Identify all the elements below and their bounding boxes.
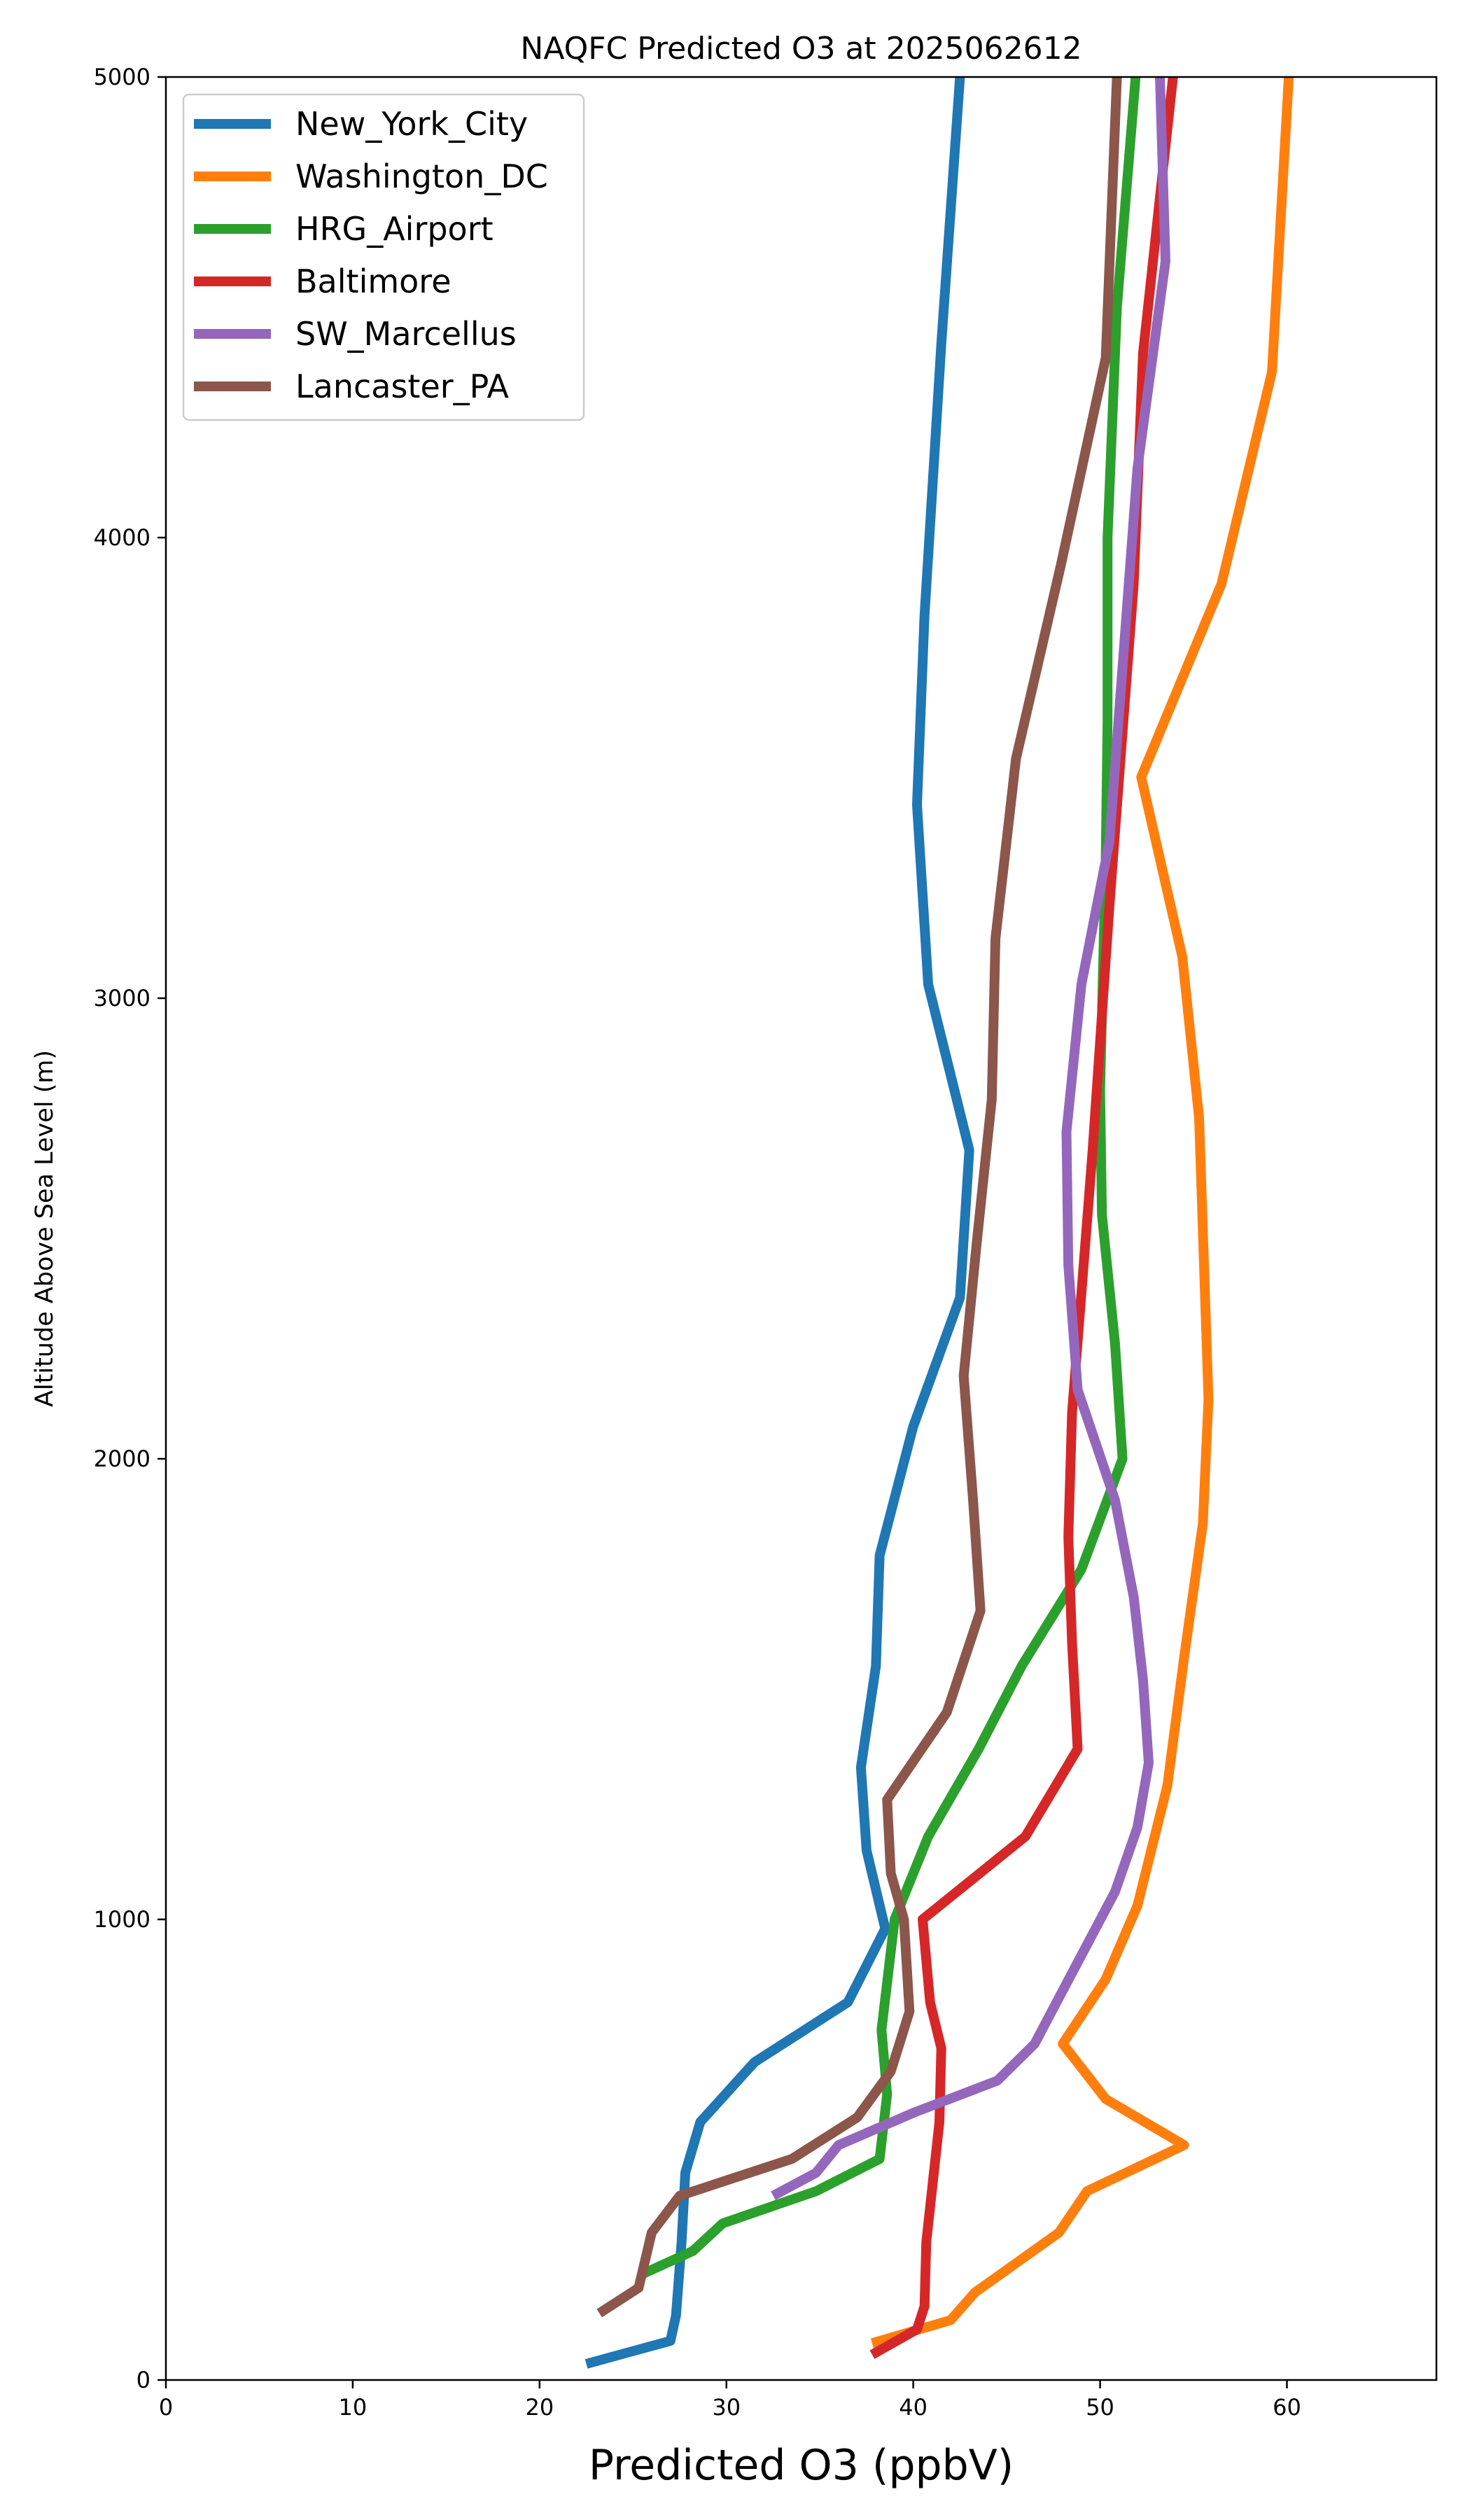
chart-title: NAQFC Predicted O3 at 2025062612 xyxy=(520,31,1082,66)
x-axis-title: Predicted O3 (ppbV) xyxy=(589,2441,1014,2490)
legend-label-washington-dc: Washington_DC xyxy=(295,158,548,195)
y-tick-label: 2000 xyxy=(94,1446,150,1472)
x-tick-label: 10 xyxy=(339,2394,368,2421)
y-axis: 0 1000 2000 3000 4000 5000 xyxy=(94,64,166,2393)
legend-label-baltimore: Baltimore xyxy=(295,262,451,300)
y-tick-label: 4000 xyxy=(94,524,150,551)
legend-label-hrg-airport: HRG_Airport xyxy=(295,210,493,248)
y-axis-title: Altitude Above Sea Level (m) xyxy=(31,1050,59,1407)
x-tick-label: 40 xyxy=(899,2394,927,2421)
x-tick-label: 60 xyxy=(1273,2394,1301,2421)
y-tick-label: 5000 xyxy=(94,64,150,90)
series-line-new-york-city xyxy=(584,76,974,2369)
x-tick-label: 50 xyxy=(1086,2394,1114,2421)
series-line-hrg-airport xyxy=(640,76,1141,2279)
legend-box xyxy=(182,93,585,421)
plot-area xyxy=(164,76,1438,2381)
y-tick-label: 1000 xyxy=(94,1906,150,1933)
x-axis: 0 10 20 30 40 50 60 xyxy=(159,2380,1301,2421)
legend-label-sw-marcellus: SW_Marcellus xyxy=(295,315,517,353)
x-tick-label: 20 xyxy=(525,2394,554,2421)
y-tick-label: 3000 xyxy=(94,985,150,1011)
legend: New_York_City Washington_DC HRG_Airport Bal… xyxy=(182,93,585,421)
plot-frame xyxy=(164,76,1438,2381)
series-line-baltimore xyxy=(869,76,1178,2359)
legend-label-lancaster-pa: Lancaster_PA xyxy=(295,368,509,405)
plot-background xyxy=(166,77,1436,2380)
y-tick-label: 0 xyxy=(136,2367,150,2393)
legend-label-new-york-city: New_York_City xyxy=(295,105,528,143)
x-tick-label: 30 xyxy=(712,2394,741,2421)
series-line-washington-dc xyxy=(870,76,1294,2348)
x-tick-label: 0 xyxy=(159,2394,173,2421)
series-layer xyxy=(584,76,1294,2369)
series-line-lancaster-pa xyxy=(596,76,1122,2318)
series-line-sw-marcellus xyxy=(771,76,1170,2200)
